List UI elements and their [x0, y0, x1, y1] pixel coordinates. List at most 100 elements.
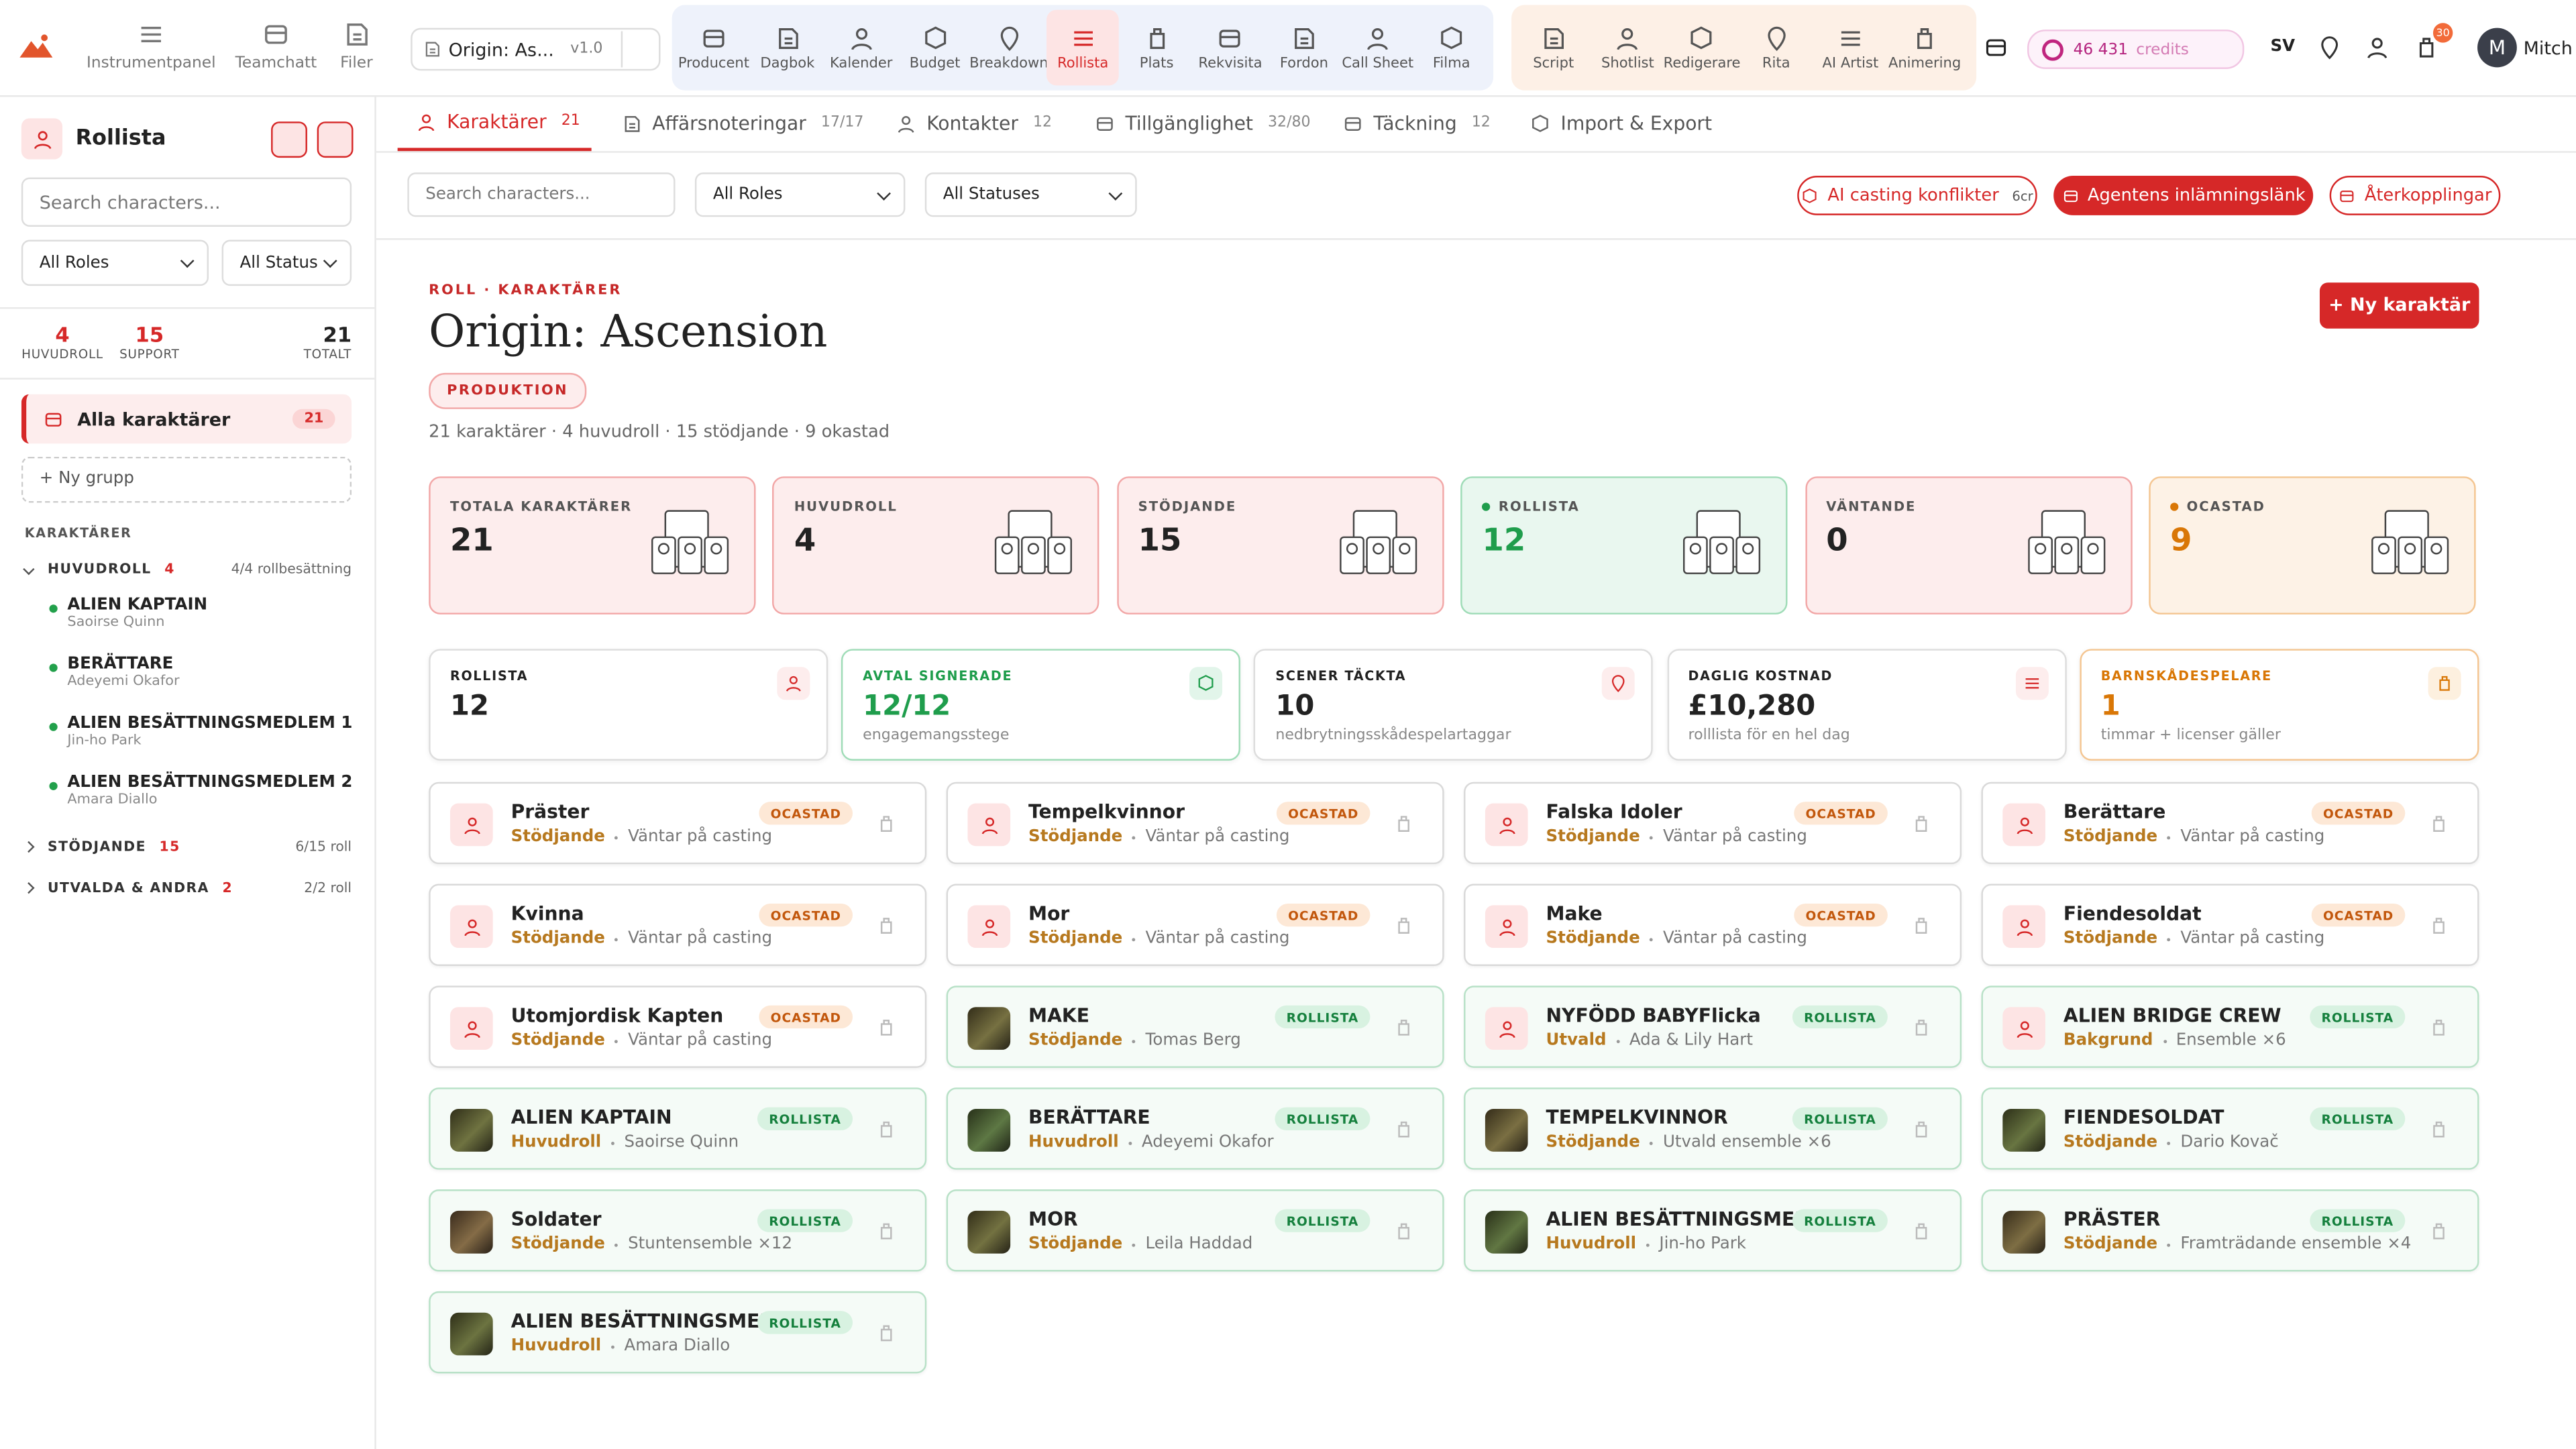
status-pill: OCASTAD: [759, 802, 853, 825]
metric-label: ROLLISTA: [450, 668, 529, 684]
icon-shape: [703, 29, 724, 47]
search-input[interactable]: Search characters...: [21, 177, 352, 227]
character-meta: Stödjande Väntar på casting: [2063, 828, 2324, 846]
character-card[interactable]: Präster Stödjande Väntar på casting OCASTAD: [429, 782, 927, 865]
tool[interactable]: AI Artist: [1815, 10, 1887, 86]
character-card[interactable]: NYFÖDD BABYFlicka Utvald Ada & Lily Hart RO…: [1464, 985, 1962, 1068]
group-row[interactable]: UTVALDA & ANDRA 2 2/2 roll: [23, 879, 352, 896]
tool[interactable]: Fordon: [1268, 10, 1340, 86]
tool[interactable]: Breakdown: [969, 10, 1049, 86]
character-card[interactable]: Tempelkvinnor Stödjande Väntar på casting O…: [946, 782, 1444, 865]
stat-card: STÖDJANDE 15: [1116, 476, 1444, 614]
group-row[interactable]: HUVUDROLL 4 4/4 rollbesättning: [23, 560, 352, 577]
nav-item[interactable]: Instrumentpanel: [85, 19, 217, 72]
character-card[interactable]: Berättare Stödjande Väntar på casting OCAST…: [1981, 782, 2479, 865]
character-card[interactable]: Kvinna Stödjande Väntar på casting OCASTAD: [429, 883, 927, 967]
character-card[interactable]: TEMPELKVINNOR Stödjande Utvald ensemble ×6…: [1464, 1087, 1962, 1170]
tool[interactable]: Filma: [1415, 10, 1487, 86]
tab[interactable]: Tillgänglighet 32/80: [1094, 95, 1311, 151]
new-character[interactable]: + Ny karaktär: [2319, 282, 2479, 329]
role: Stödjande: [1028, 828, 1123, 847]
character-card[interactable]: BERÄTTARE Huvudroll Adeyemi Okafor ROLLISTA: [946, 1087, 1444, 1170]
role: Stödjande: [1028, 930, 1123, 949]
icon-shape: [2433, 1019, 2445, 1036]
tab[interactable]: Affärsnoteringar 17/17: [621, 95, 863, 151]
character-card[interactable]: Mor Stödjande Väntar på casting OCASTAD: [946, 883, 1444, 967]
tool[interactable]: Rekvisita: [1194, 10, 1266, 86]
role-select[interactable]: All Roles: [21, 239, 209, 286]
member[interactable]: ALIEN KAPTAIN Saoirse Quinn: [49, 596, 207, 631]
tool[interactable]: Script: [1517, 10, 1590, 86]
collapse-button[interactable]: [317, 121, 354, 158]
character-card[interactable]: ALIEN BRIDGE CREW Bakgrund Ensemble ×6 ROLL…: [1981, 985, 2479, 1068]
group-progress: 2/2 roll: [304, 879, 352, 896]
character-card[interactable]: MAKE Stödjande Tomas Berg ROLLISTA: [946, 985, 1444, 1068]
project-select[interactable]: Origin: As... v1.0: [411, 28, 661, 71]
character-card[interactable]: Falska Idoler Stödjande Väntar på casting O…: [1464, 782, 1962, 865]
character-card[interactable]: ALIEN KAPTAIN Huvudroll Saoirse Quinn ROLLI…: [429, 1087, 927, 1170]
action-button[interactable]: Agentens inlämningslänk: [2053, 176, 2314, 215]
character-card[interactable]: Fiendesoldat Stödjande Väntar på casting OC…: [1981, 883, 2479, 967]
character-card[interactable]: ALIEN BESÄTTNINGSMED... Huvudroll Jin-ho P…: [1464, 1189, 1962, 1272]
character-card[interactable]: Make Stödjande Väntar på casting OCASTAD: [1464, 883, 1962, 967]
tool[interactable]: Kalender: [825, 10, 897, 86]
search-input[interactable]: Search characters...: [407, 172, 676, 217]
tool[interactable]: Dagbok: [751, 10, 823, 86]
tool[interactable]: Plats: [1121, 10, 1193, 86]
member[interactable]: BERÄTTARE Adeyemi Okafor: [49, 655, 180, 690]
character-card[interactable]: Utomjordisk Kapten Stödjande Väntar på cas…: [429, 985, 927, 1068]
summary-label: TOTALT: [303, 346, 352, 362]
member[interactable]: ALIEN BESÄTTNINGSMEDLEM 2 Amara Diallo: [49, 773, 352, 808]
role: Huvudroll: [511, 1337, 602, 1356]
tool[interactable]: Rollista: [1046, 9, 1119, 86]
icon: [33, 130, 51, 148]
group-row[interactable]: STÖDJANDE 15 6/15 roll: [23, 838, 352, 854]
icon-shape: [786, 687, 801, 692]
character-card[interactable]: MOR Stödjande Leila Haddad ROLLISTA: [946, 1189, 1444, 1272]
tab[interactable]: Import & Export: [1529, 95, 1712, 151]
illustration-shape: [2027, 536, 2053, 574]
action-button[interactable]: AI casting konflikter 6cr: [1797, 176, 2037, 215]
detail: Jin-ho Park: [1659, 1235, 1746, 1254]
tab[interactable]: Kontakter 12: [896, 95, 1052, 151]
character-card[interactable]: PRÄSTER Stödjande Framträdande ensemble ×4…: [1981, 1189, 2479, 1272]
character-card[interactable]: FIENDESOLDAT Stödjande Dario Kovač ROLLISTA: [1981, 1087, 2479, 1170]
all-characters[interactable]: Alla karaktärer 21: [21, 394, 352, 444]
member[interactable]: ALIEN BESÄTTNINGSMEDLEM 1 Jin-ho Park: [49, 714, 352, 749]
add-button[interactable]: [271, 121, 307, 158]
status-select[interactable]: All Status: [221, 239, 352, 286]
nav-item[interactable]: Filer: [290, 19, 422, 72]
icon-shape: [1502, 816, 1511, 826]
tool[interactable]: Redigerare: [1664, 10, 1741, 86]
icon-shape: [1532, 113, 1548, 131]
roles-select[interactable]: All Roles: [694, 172, 906, 217]
character-card[interactable]: ALIEN BESÄTTNINGSMED... Huvudroll Amara Di…: [429, 1291, 927, 1374]
new-group[interactable]: + Ny grupp: [21, 456, 352, 503]
separator: [614, 835, 619, 839]
tab[interactable]: Karaktärer 21: [397, 95, 592, 152]
statuses-select[interactable]: All Statuses: [924, 172, 1137, 217]
tool[interactable]: Call Sheet: [1342, 10, 1413, 86]
illustration-shape: [2034, 543, 2046, 555]
avatar[interactable]: M: [2477, 28, 2517, 68]
nav-item[interactable]: Teamchatt: [210, 19, 341, 72]
language[interactable]: SV: [2270, 38, 2296, 56]
tab[interactable]: Täckning 12: [1342, 95, 1491, 151]
character-card[interactable]: Soldater Stödjande Stuntensemble ×12 ROLLIS…: [429, 1189, 927, 1272]
tool[interactable]: Rita: [1740, 10, 1813, 86]
avatar: [2002, 905, 2045, 949]
tool[interactable]: Shotlist: [1592, 10, 1664, 86]
action-button[interactable]: Återkopplingar: [2329, 176, 2501, 215]
icon-shape: [1000, 25, 1018, 50]
icon: [1612, 675, 1625, 692]
character-name: Mor: [1028, 902, 1070, 925]
tool[interactable]: Budget: [899, 10, 971, 86]
icon: [2025, 678, 2039, 689]
tool[interactable]: Animering: [1888, 10, 1961, 86]
icon-shape: [464, 1032, 480, 1038]
tool[interactable]: Producent: [678, 10, 749, 86]
role: Stödjande: [511, 1031, 605, 1050]
illustration: [651, 510, 729, 574]
chevron: [23, 840, 35, 852]
credits[interactable]: 46 431 credits: [2027, 30, 2245, 69]
